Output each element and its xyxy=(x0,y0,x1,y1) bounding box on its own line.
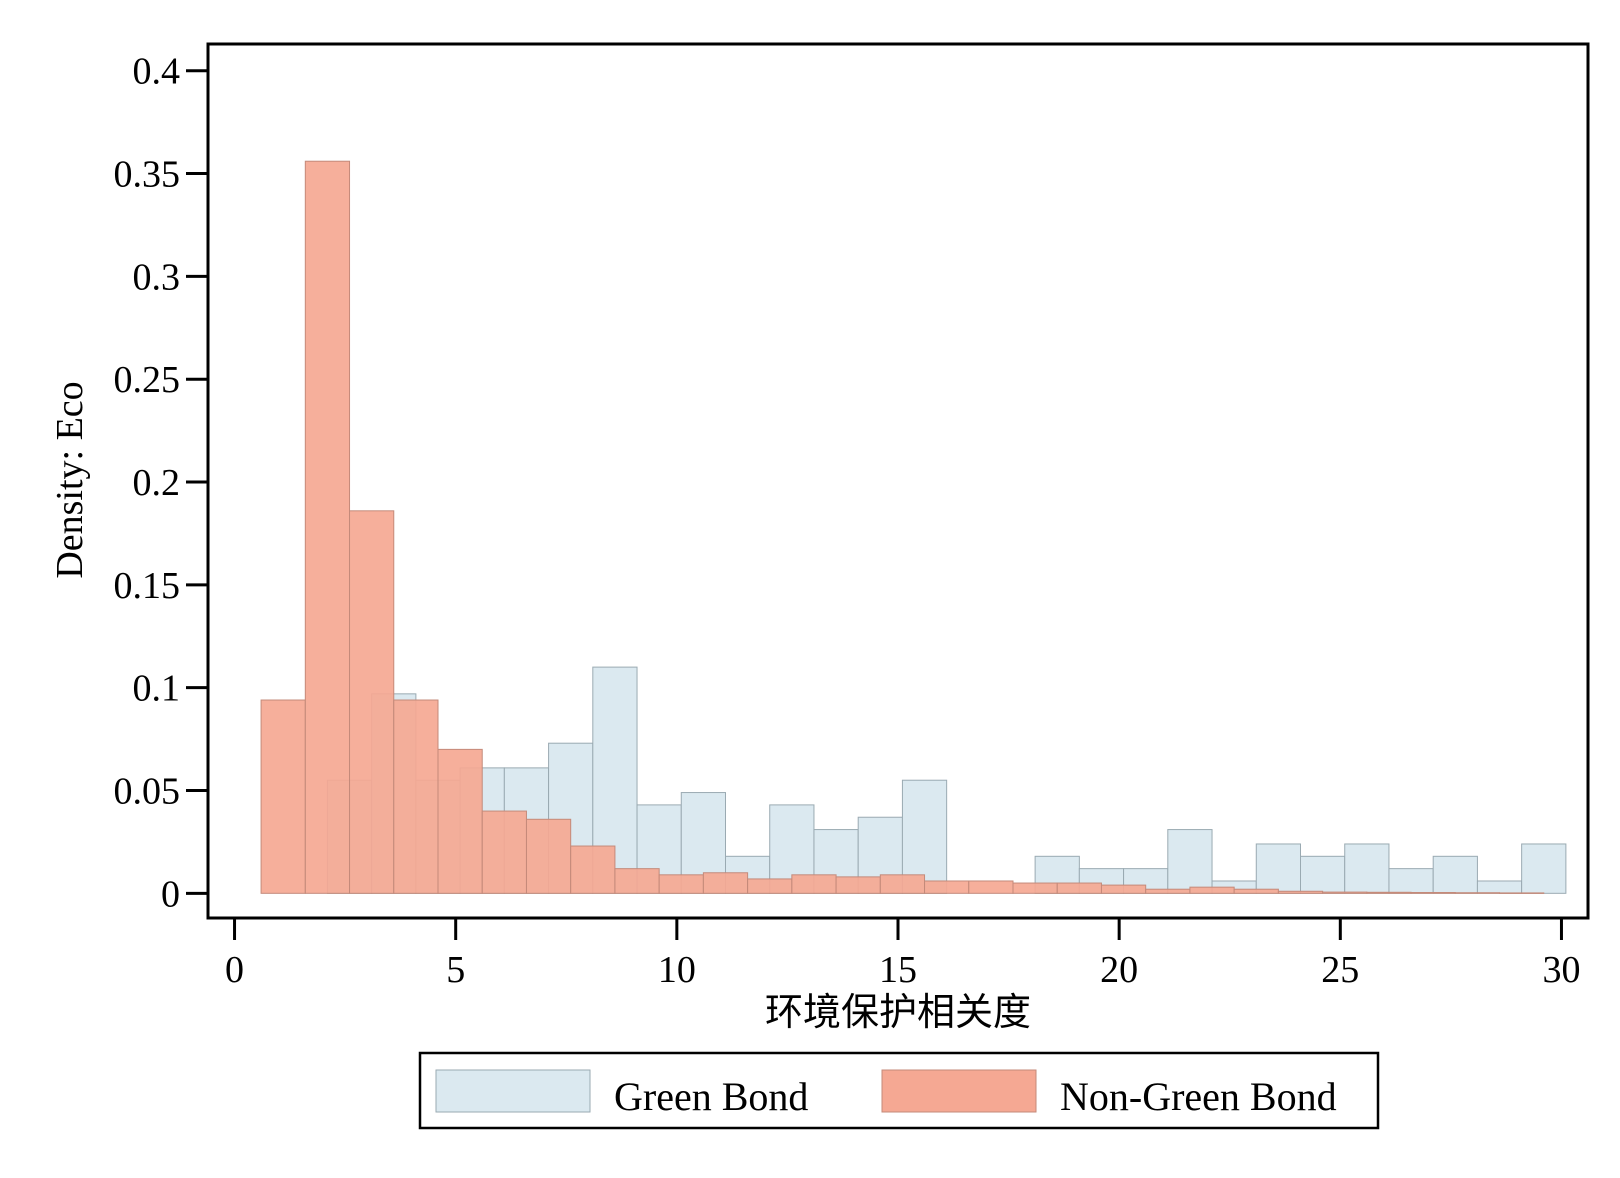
y-axis: 0 0.05 0.1 0.15 0.2 0.25 0.3 0.35 0.4 xyxy=(114,51,208,915)
bar-non-green-bond xyxy=(1366,891,1412,894)
bar-non-green-bond xyxy=(1189,886,1235,894)
x-axis-title: 环境保护相关度 xyxy=(765,992,1031,1034)
bar-non-green-bond xyxy=(1012,882,1058,894)
bar-non-green-bond xyxy=(1454,892,1501,894)
bar-non-green-bond xyxy=(570,845,616,894)
bar-non-green-bond xyxy=(879,874,926,894)
bar-non-green-bond xyxy=(1410,891,1456,894)
bar-green-bond xyxy=(1388,868,1434,894)
bar-non-green-bond xyxy=(747,878,793,894)
y-tick-label: 0.15 xyxy=(114,565,181,607)
legend-swatch-green-bond xyxy=(435,1069,591,1113)
x-tick-label: 20 xyxy=(1100,949,1138,991)
bar-non-green-bond xyxy=(437,748,483,894)
bar-non-green-bond xyxy=(1056,882,1102,894)
bar-non-green-bond xyxy=(1499,892,1545,894)
bar-non-green-bond xyxy=(1277,890,1324,894)
y-tick-label: 0.35 xyxy=(114,154,181,196)
bar-green-bond xyxy=(1255,843,1302,894)
bar-green-bond xyxy=(1432,855,1478,894)
bar-green-bond xyxy=(1521,843,1567,894)
bar-non-green-bond xyxy=(658,874,704,894)
y-tick-label: 0.4 xyxy=(133,51,181,93)
y-axis-title: Density: Eco xyxy=(49,381,91,578)
x-tick-label: 5 xyxy=(446,949,465,991)
y-tick-label: 0.25 xyxy=(114,359,181,401)
x-tick-label: 25 xyxy=(1321,949,1359,991)
bar-non-green-bond xyxy=(702,872,749,894)
bar-non-green-bond xyxy=(481,810,527,894)
bar-non-green-bond xyxy=(968,880,1014,894)
x-tick-label: 30 xyxy=(1542,949,1580,991)
legend-swatch-non-green-bond xyxy=(881,1069,1037,1113)
bar-non-green-bond xyxy=(614,868,660,894)
bar-non-green-bond xyxy=(1100,884,1147,894)
bar-non-green-bond xyxy=(1233,888,1279,894)
y-tick-label: 0.1 xyxy=(133,668,181,710)
x-tick-label: 0 xyxy=(225,949,244,991)
bars-layer xyxy=(260,160,1567,894)
bar-green-bond xyxy=(1344,843,1390,894)
y-tick-label: 0.2 xyxy=(133,462,181,504)
bar-non-green-bond xyxy=(791,874,837,894)
legend: Green Bond Non-Green Bond xyxy=(418,1051,1380,1130)
bar-non-green-bond xyxy=(393,699,439,894)
x-axis: 0 5 10 15 20 25 30 xyxy=(225,918,1580,991)
bar-non-green-bond xyxy=(924,880,970,894)
bar-non-green-bond xyxy=(349,510,395,894)
bar-non-green-bond xyxy=(525,818,572,894)
legend-label-green-bond: Green Bond xyxy=(614,1074,808,1119)
bar-non-green-bond xyxy=(1322,891,1368,894)
bar-non-green-bond xyxy=(835,876,881,894)
x-tick-label: 10 xyxy=(658,949,696,991)
x-tick-label: 15 xyxy=(879,949,917,991)
y-tick-label: 0.05 xyxy=(114,770,181,812)
bar-non-green-bond xyxy=(260,699,306,894)
y-tick-label: 0.3 xyxy=(133,256,181,298)
y-tick-label: 0 xyxy=(161,873,180,915)
bar-green-bond xyxy=(1476,880,1523,894)
bar-non-green-bond xyxy=(1145,888,1191,894)
legend-label-non-green-bond: Non-Green Bond xyxy=(1060,1074,1337,1119)
bar-non-green-bond xyxy=(304,160,351,894)
bar-green-bond xyxy=(1167,829,1213,894)
bar-green-bond xyxy=(1300,855,1346,894)
